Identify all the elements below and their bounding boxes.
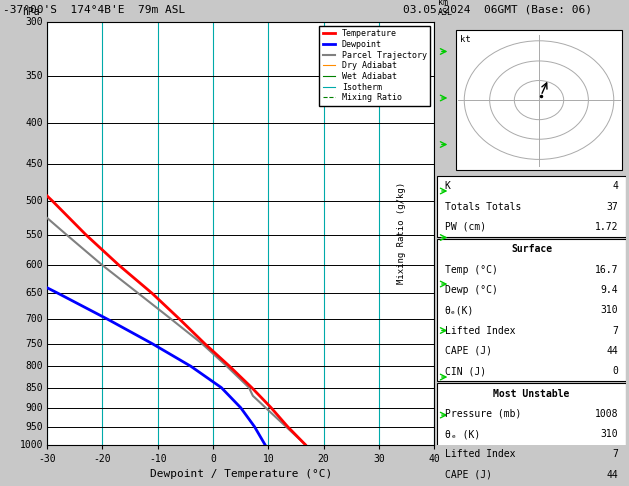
Text: K: K <box>445 181 450 191</box>
Text: -37°00'S  174°4B'E  79m ASL: -37°00'S 174°4B'E 79m ASL <box>3 5 186 15</box>
Text: 1000: 1000 <box>19 440 43 450</box>
Text: hPa: hPa <box>22 7 40 17</box>
Text: 800: 800 <box>26 361 43 371</box>
Text: Dewp (°C): Dewp (°C) <box>445 285 498 295</box>
X-axis label: Dewpoint / Temperature (°C): Dewpoint / Temperature (°C) <box>150 469 332 479</box>
Text: km
ASL: km ASL <box>438 0 453 17</box>
Text: Most Unstable: Most Unstable <box>493 388 570 399</box>
Bar <box>437 176 626 237</box>
Text: 310: 310 <box>601 305 618 315</box>
Text: 44: 44 <box>606 346 618 356</box>
Text: 750: 750 <box>26 339 43 348</box>
Bar <box>456 30 622 170</box>
Text: CAPE (J): CAPE (J) <box>445 346 492 356</box>
Text: 9.4: 9.4 <box>601 285 618 295</box>
Text: 1.72: 1.72 <box>595 222 618 232</box>
Text: Pressure (mb): Pressure (mb) <box>445 409 521 419</box>
Text: 4: 4 <box>613 181 618 191</box>
Text: Lifted Index: Lifted Index <box>445 450 515 459</box>
Text: Totals Totals: Totals Totals <box>445 202 521 211</box>
Text: 700: 700 <box>26 314 43 325</box>
Text: 1LCL: 1LCL <box>436 391 456 400</box>
Bar <box>437 383 626 486</box>
Text: 900: 900 <box>26 403 43 413</box>
Text: PW (cm): PW (cm) <box>445 222 486 232</box>
Text: 450: 450 <box>26 159 43 169</box>
Text: 03.05.2024  06GMT (Base: 06): 03.05.2024 06GMT (Base: 06) <box>403 5 591 15</box>
Text: θₑ(K): θₑ(K) <box>445 305 474 315</box>
Text: 400: 400 <box>26 118 43 128</box>
Text: 850: 850 <box>26 382 43 393</box>
Text: 7: 7 <box>613 326 618 335</box>
Text: 950: 950 <box>26 422 43 432</box>
Text: Mixing Ratio (g/kg): Mixing Ratio (g/kg) <box>397 182 406 284</box>
Text: 16.7: 16.7 <box>595 265 618 275</box>
Text: 350: 350 <box>26 71 43 81</box>
Text: 1008: 1008 <box>595 409 618 419</box>
Text: 0: 0 <box>613 366 618 376</box>
Text: CIN (J): CIN (J) <box>445 366 486 376</box>
Text: 300: 300 <box>26 17 43 27</box>
Text: kt: kt <box>460 35 470 44</box>
Text: Surface: Surface <box>511 244 552 254</box>
Text: 310: 310 <box>601 429 618 439</box>
Text: 500: 500 <box>26 196 43 206</box>
Text: Lifted Index: Lifted Index <box>445 326 515 335</box>
Text: 600: 600 <box>26 260 43 270</box>
Text: CAPE (J): CAPE (J) <box>445 469 492 480</box>
Text: 37: 37 <box>606 202 618 211</box>
Bar <box>437 239 626 382</box>
Text: 550: 550 <box>26 230 43 240</box>
Text: θₑ (K): θₑ (K) <box>445 429 480 439</box>
Legend: Temperature, Dewpoint, Parcel Trajectory, Dry Adiabat, Wet Adiabat, Isotherm, Mi: Temperature, Dewpoint, Parcel Trajectory… <box>319 26 430 105</box>
Text: Temp (°C): Temp (°C) <box>445 265 498 275</box>
Text: 44: 44 <box>606 469 618 480</box>
Text: 650: 650 <box>26 288 43 298</box>
Text: 7: 7 <box>613 450 618 459</box>
